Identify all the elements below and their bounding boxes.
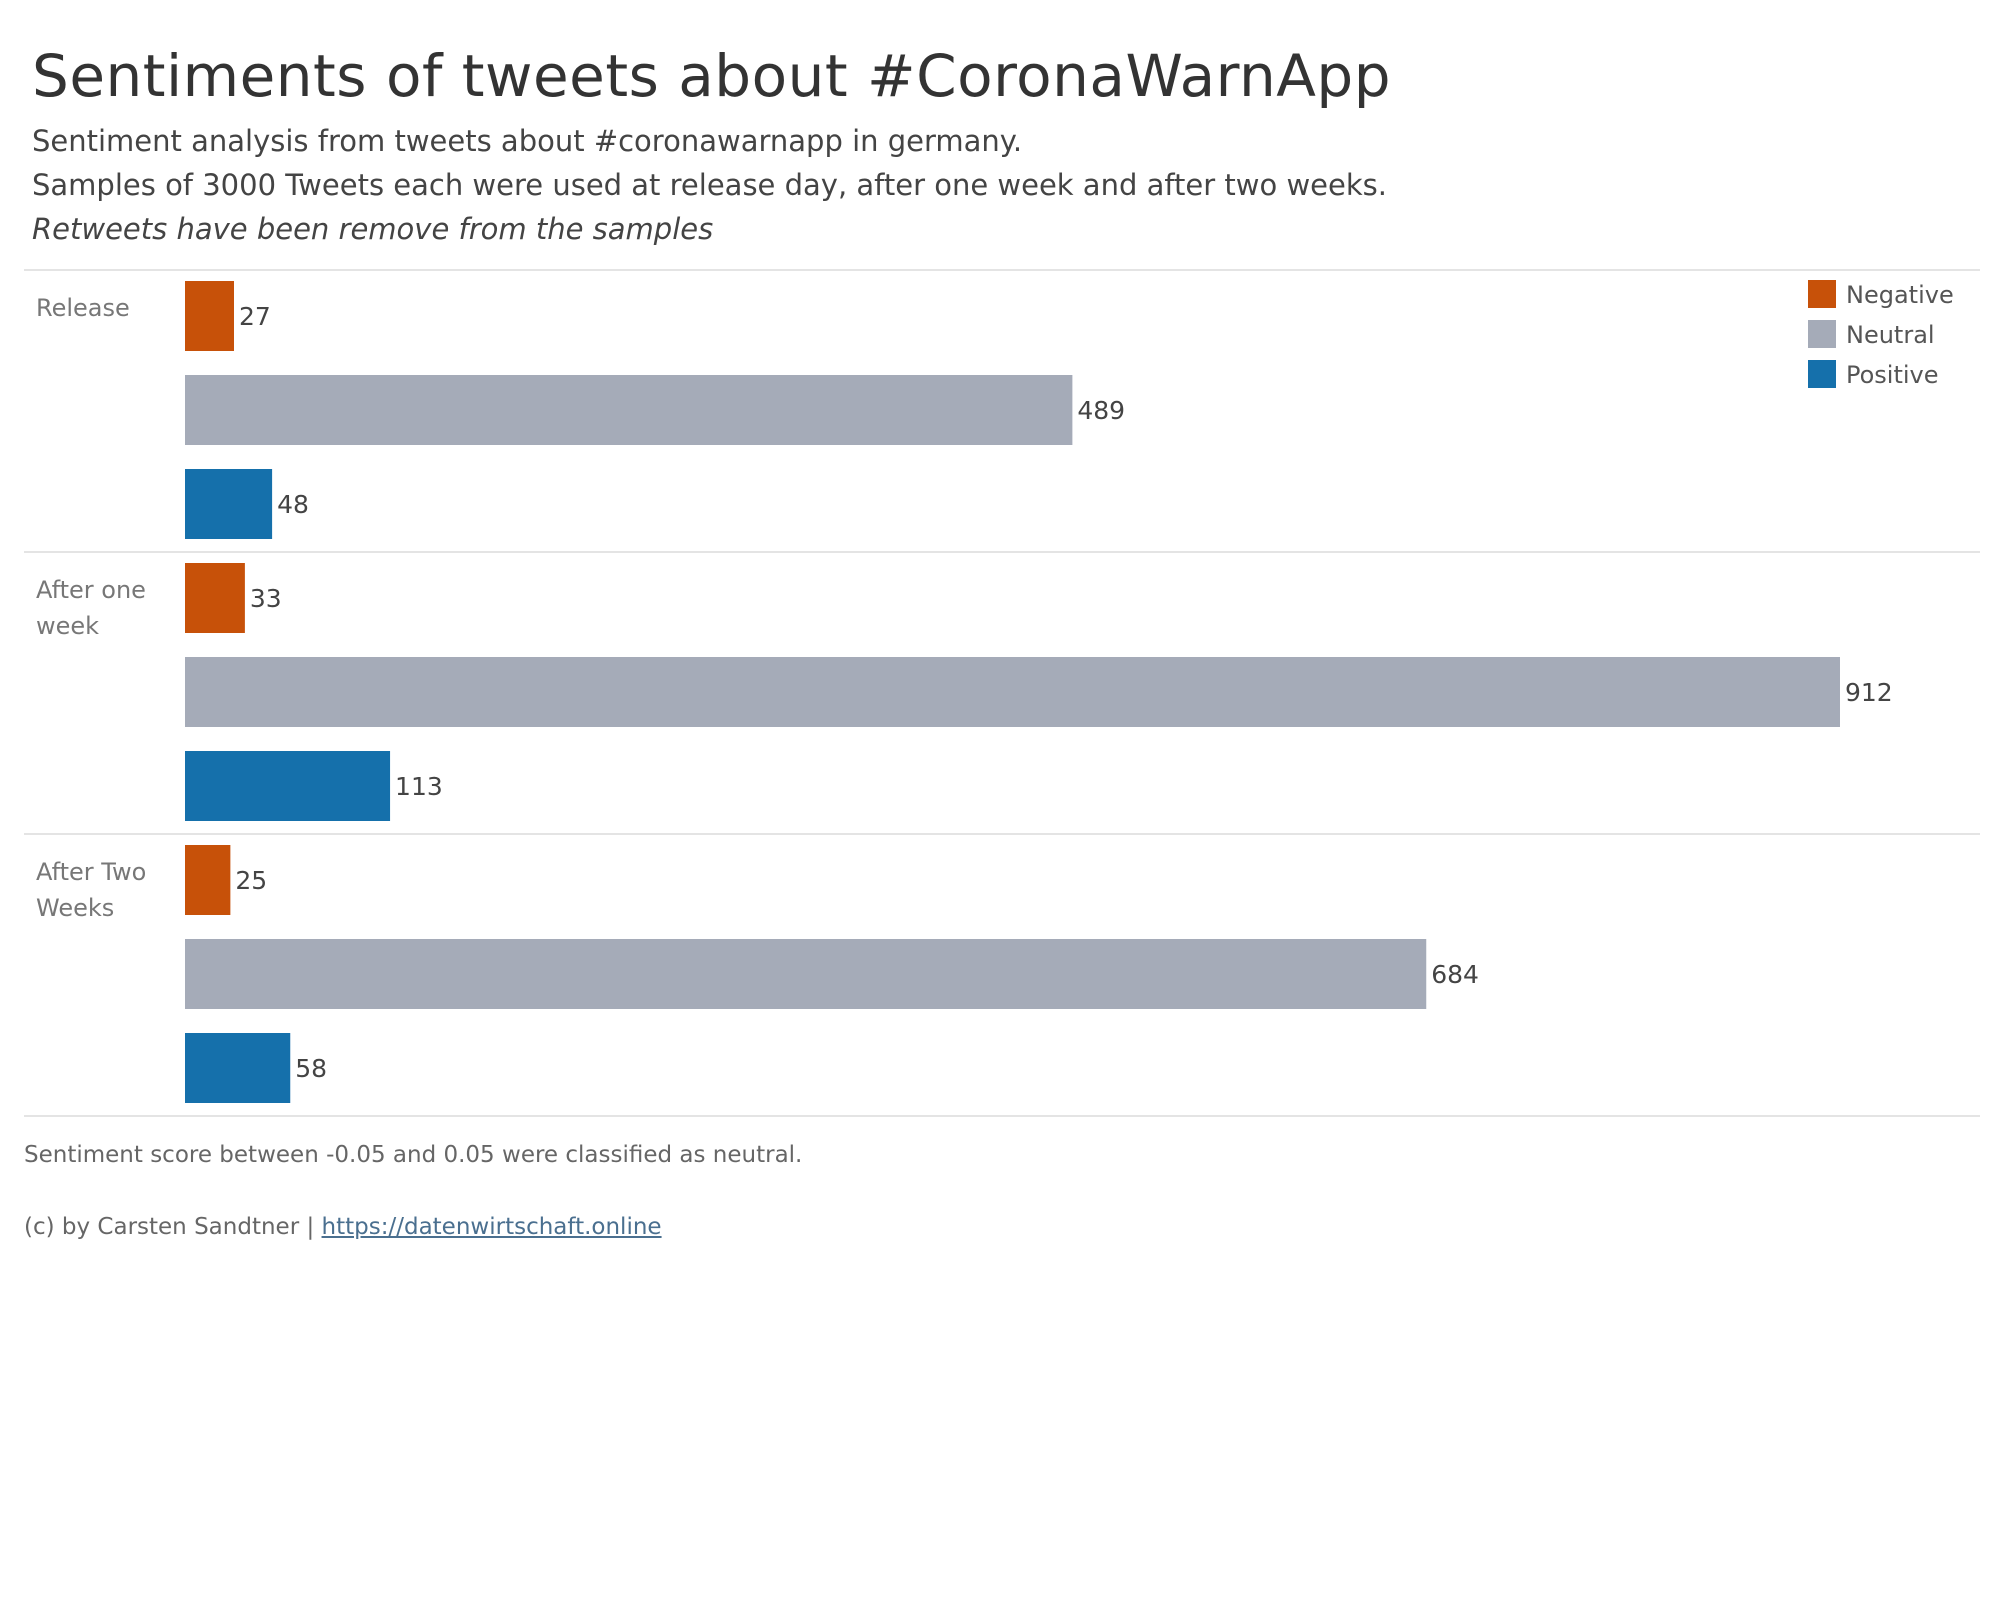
bar-chart: Release 27 489 48 After one week 33 912 113 After… [24,269,1980,1117]
legend-label-neutral: Neutral [1846,321,1935,349]
legend-swatch-negative [1808,280,1836,308]
chart-title: Sentiments of tweets about #CoronaWarnAp… [32,42,1392,110]
bar-negative-after-one-week [185,563,245,633]
credit-line: (c) by Carsten Sandtner | https://datenw… [24,1214,662,1240]
data-label-neutral-release: 489 [1077,396,1125,425]
category-label-release: Release [36,294,130,322]
bar-positive-release [185,469,273,539]
data-label-neutral-after-one-week: 912 [1845,678,1893,707]
legend-swatch-neutral [1808,320,1836,348]
bar-neutral-after-two-weeks [185,939,1427,1009]
data-label-negative-after-one-week: 33 [250,584,282,613]
legend-swatch-positive [1808,360,1836,388]
subtitle-line-2: Samples of 3000 Tweets each were used at… [32,168,1387,202]
legend-label-negative: Negative [1846,281,1954,309]
category-label-after-one-week: After one week [36,576,146,640]
bar-neutral-after-one-week [185,657,1840,727]
data-label-neutral-after-two-weeks: 684 [1431,960,1479,989]
bar-negative-release [185,281,234,351]
bar-negative-after-two-weeks [185,845,231,915]
data-label-negative-after-two-weeks: 25 [235,866,267,895]
credit-link[interactable]: https://datenwirtschaft.online [321,1214,662,1240]
credit-text: (c) by Carsten Sandtner | [24,1214,322,1240]
data-label-positive-release: 48 [277,490,309,519]
data-label-negative-release: 27 [239,302,271,331]
data-label-positive-after-two-weeks: 58 [295,1054,327,1083]
data-label-positive-after-one-week: 113 [395,772,443,801]
bar-neutral-release [185,375,1073,445]
bar-positive-after-one-week [185,751,391,821]
subtitle-line-3: Retweets have been remove from the sampl… [32,212,714,246]
legend-label-positive: Positive [1846,361,1939,389]
subtitle-line-1: Sentiment analysis from tweets about #co… [32,124,1023,158]
bar-positive-after-two-weeks [185,1033,291,1103]
footnote: Sentiment score between -0.05 and 0.05 w… [24,1142,803,1168]
category-label-after-two-weeks: After Two Weeks [36,858,146,922]
